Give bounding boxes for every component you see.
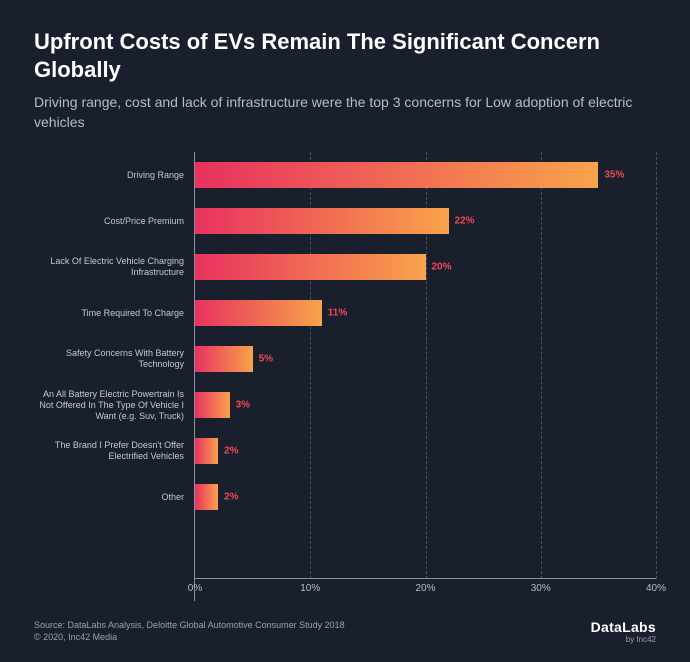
bar-value-label: 2% xyxy=(224,492,238,503)
bar: 35% xyxy=(195,162,598,188)
bar-row: 5% xyxy=(195,336,656,382)
bar-row: 2% xyxy=(195,474,656,520)
bars-container: 35% 22% 20% 11% 5% 3% 2% 2% xyxy=(195,152,656,520)
source-text: Source: DataLabs Analysis, Deloitte Glob… xyxy=(34,619,345,644)
bar-row: 20% xyxy=(195,244,656,290)
bar-value-label: 22% xyxy=(455,216,475,227)
bar: 2% xyxy=(195,438,218,464)
bar: 22% xyxy=(195,208,449,234)
y-axis-label: Safety Concerns With Battery Technology xyxy=(34,336,194,382)
bar-row: 2% xyxy=(195,428,656,474)
chart-title: Upfront Costs of EVs Remain The Signific… xyxy=(34,28,656,83)
x-axis-tick: 20% xyxy=(415,583,435,594)
gridline xyxy=(656,152,657,579)
footer: Source: DataLabs Analysis, Deloitte Glob… xyxy=(34,619,656,644)
bar-row: 35% xyxy=(195,152,656,198)
bar: 11% xyxy=(195,300,322,326)
bar-value-label: 2% xyxy=(224,446,238,457)
y-axis-labels: Driving RangeCost/Price PremiumLack Of E… xyxy=(34,152,194,601)
plot-area: 35%22%20%11%5%3%2%2% 0%10%20%30%40% xyxy=(194,152,656,601)
bar: 3% xyxy=(195,392,230,418)
y-axis-label: Lack Of Electric Vehicle Charging Infras… xyxy=(34,244,194,290)
y-axis-label: The Brand I Prefer Doesn't Offer Electri… xyxy=(34,428,194,474)
bar-value-label: 3% xyxy=(236,400,250,411)
logo: DataLabs by Inc42 xyxy=(591,619,656,644)
logo-main: DataLabs xyxy=(591,619,656,635)
x-axis-tick: 0% xyxy=(188,583,202,594)
bar-value-label: 35% xyxy=(604,170,624,181)
bar-value-label: 5% xyxy=(259,354,273,365)
y-axis-label: Other xyxy=(34,474,194,520)
source-line-1: Source: DataLabs Analysis, Deloitte Glob… xyxy=(34,619,345,632)
x-axis-tick: 10% xyxy=(300,583,320,594)
chart-subtitle: Driving range, cost and lack of infrastr… xyxy=(34,93,656,132)
bar: 5% xyxy=(195,346,253,372)
x-axis-tick: 40% xyxy=(646,583,666,594)
bar-value-label: 11% xyxy=(328,308,347,319)
chart-area: Driving RangeCost/Price PremiumLack Of E… xyxy=(34,152,656,601)
bar-row: 11% xyxy=(195,290,656,336)
y-axis-label: Cost/Price Premium xyxy=(34,198,194,244)
x-axis-tick: 30% xyxy=(531,583,551,594)
y-axis-label: Driving Range xyxy=(34,152,194,198)
bar-value-label: 20% xyxy=(432,262,452,273)
logo-sub: by Inc42 xyxy=(591,635,656,644)
bar: 2% xyxy=(195,484,218,510)
source-line-2: © 2020, Inc42 Media xyxy=(34,631,345,644)
bar: 20% xyxy=(195,254,426,280)
y-axis-label: An All Battery Electric Powertrain Is No… xyxy=(34,382,194,428)
bar-row: 22% xyxy=(195,198,656,244)
y-axis-label: Time Required To Charge xyxy=(34,290,194,336)
x-axis: 0%10%20%30%40% xyxy=(195,578,656,601)
bar-row: 3% xyxy=(195,382,656,428)
chart-card: Upfront Costs of EVs Remain The Signific… xyxy=(0,0,690,662)
